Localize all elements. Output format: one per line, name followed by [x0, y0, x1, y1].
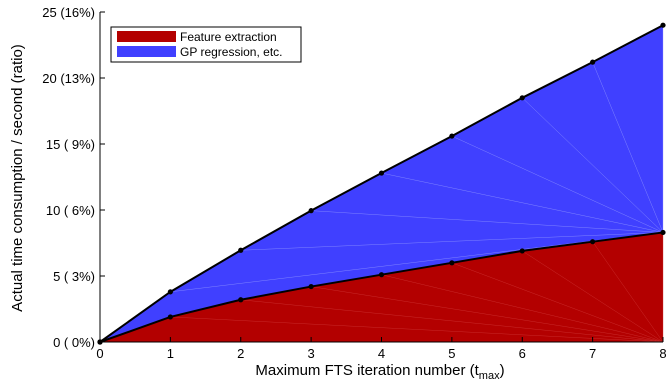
axes: 0 ( 0%)5 ( 3%)10 ( 6%)15 ( 9%)20 (13%)25…: [42, 5, 666, 361]
shading-line-upper: [311, 210, 664, 233]
x-axis-label-close: ): [500, 362, 505, 379]
x-tick-label: 8: [659, 346, 666, 361]
shading-line-lower: [522, 250, 664, 343]
x-tick-label: 1: [167, 346, 174, 361]
legend-swatch-gp-regression: [117, 46, 176, 57]
x-tick-label: 5: [448, 346, 455, 361]
y-tick-label: 20 (13%): [42, 71, 95, 86]
y-tick-label: 25 (16%): [42, 5, 95, 20]
point-feature-extraction: [519, 248, 525, 254]
shading-line-lower: [240, 299, 664, 343]
point-total: [519, 95, 525, 101]
x-tick-label: 4: [378, 346, 385, 361]
y-axis-label: Actual time consumption / second (ratio): [9, 44, 26, 312]
point-total: [238, 247, 244, 253]
point-feature-extraction: [167, 314, 173, 320]
legend: Feature extraction GP regression, etc.: [110, 26, 302, 63]
shading-line-lower: [170, 316, 664, 343]
shading-line-upper: [451, 135, 664, 233]
shading-line-upper: [522, 97, 664, 233]
plot-area: [97, 22, 666, 345]
x-axis-label-subscript: max: [479, 370, 500, 382]
y-tick-label: 0 ( 0%): [53, 335, 95, 350]
legend-swatch-feature-extraction: [117, 31, 176, 42]
point-feature-extraction: [660, 229, 666, 236]
shading-line-lower: [592, 241, 664, 343]
point-feature-extraction: [590, 239, 596, 245]
point-total: [308, 208, 314, 214]
x-axis-label-main: Maximum FTS iteration number (t: [255, 362, 479, 379]
x-tick-label: 7: [589, 346, 596, 361]
x-axis-label: Maximum FTS iteration number (tmax): [255, 362, 504, 382]
area-feature-extraction: [100, 232, 663, 342]
point-feature-extraction: [378, 272, 385, 278]
x-tick-label: 2: [237, 346, 244, 361]
x-tick-label: 6: [519, 346, 526, 361]
legend-label-feature-extraction: Feature extraction: [180, 30, 277, 44]
x-tick-label: 3: [308, 346, 315, 361]
y-tick-label: 10 ( 6%): [46, 203, 95, 218]
area-gp-regression: [100, 25, 663, 342]
point-total: [449, 133, 455, 139]
point-total: [660, 22, 666, 28]
shading-line-upper: [381, 172, 664, 233]
shading-line-lower: [451, 262, 664, 343]
point-total: [378, 170, 385, 176]
shading-line-upper: [240, 232, 664, 251]
shading-line-upper: [592, 62, 664, 233]
point-feature-extraction: [308, 283, 314, 290]
legend-label-gp-regression: GP regression, etc.: [180, 45, 283, 59]
point-total: [590, 59, 596, 65]
point-total: [167, 289, 173, 295]
point-feature-extraction: [449, 260, 455, 266]
point-feature-extraction: [238, 297, 244, 303]
shading-line-lower: [311, 286, 664, 343]
shading-line-lower: [381, 274, 664, 343]
y-tick-label: 5 ( 3%): [53, 269, 95, 284]
x-tick-label: 0: [96, 346, 103, 361]
y-tick-label: 15 ( 9%): [46, 137, 95, 152]
